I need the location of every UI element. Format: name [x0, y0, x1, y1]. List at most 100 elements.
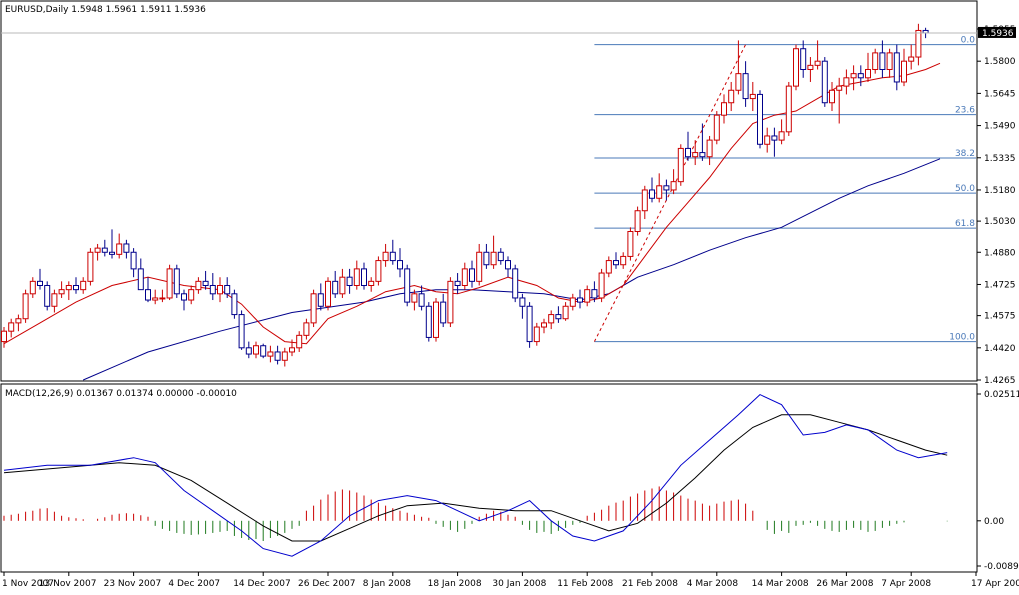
current-price-marker: 1.5936	[1, 26, 1016, 39]
candle-body	[109, 251, 115, 255]
candle-body	[541, 322, 547, 328]
candle-body	[310, 293, 317, 324]
candle-body	[548, 314, 555, 324]
fib-level-label: 61.8	[955, 219, 975, 229]
candle-body	[605, 260, 612, 274]
candle-body	[757, 93, 763, 145]
macd-panel-frame	[0, 383, 978, 573]
candle-body	[843, 77, 850, 87]
price-tick-label: 1.5490	[984, 122, 1016, 132]
macd-main-line	[3, 394, 948, 557]
candle-body	[447, 280, 454, 324]
candle-body	[785, 85, 792, 133]
candle-body	[433, 301, 439, 338]
candle-body	[490, 251, 497, 266]
candle-body	[901, 60, 907, 83]
candle-body	[202, 280, 209, 287]
candle-body	[353, 268, 360, 286]
candle-body	[879, 52, 886, 71]
candle-body	[22, 293, 29, 320]
macd-axis[interactable]: 0.02511 0.00 -0.00895	[977, 390, 1019, 572]
candle-body	[303, 322, 310, 336]
candle-body	[800, 48, 807, 70]
candle-body	[706, 139, 713, 158]
time-tick-label: 26 Dec 2007	[298, 579, 356, 589]
macd-signal-line	[3, 414, 948, 542]
candle-body	[469, 268, 475, 282]
candle-body	[245, 347, 252, 355]
time-tick-label: 13 Nov 2007	[39, 579, 97, 589]
candle-body	[742, 73, 749, 100]
candle-body	[677, 147, 684, 183]
candle-body	[382, 251, 389, 262]
candle-body	[555, 314, 562, 320]
candle-body	[497, 251, 504, 262]
time-tick-label: 23 Nov 2007	[104, 579, 162, 589]
candle-body	[231, 293, 238, 316]
candle-body	[368, 280, 375, 287]
time-tick-label: 18 Jan 2008	[428, 579, 482, 589]
candle-body	[101, 247, 108, 253]
candle-body	[188, 289, 195, 301]
candle-body	[807, 64, 814, 70]
price-axis[interactable]: 1.59551.58001.56451.54901.53351.51801.50…	[977, 25, 1016, 386]
candle-body	[361, 268, 367, 286]
candle-body	[627, 231, 634, 257]
time-tick-label: 4 Mar 2008	[687, 579, 739, 589]
candle-body	[332, 280, 339, 295]
candle-body	[713, 114, 720, 141]
price-tick-label: 1.4265	[984, 376, 1016, 386]
current-price-label: 1.5936	[982, 29, 1014, 39]
candle-body	[123, 243, 130, 253]
candle-body	[274, 351, 281, 361]
candle-body	[8, 322, 15, 332]
candle-body	[116, 243, 123, 255]
candle-body	[238, 314, 245, 349]
candle-body	[454, 280, 461, 287]
candle-body	[749, 93, 756, 100]
candle-body	[51, 293, 58, 307]
candle-body	[649, 189, 655, 199]
candle-body	[850, 73, 857, 79]
fibonacci-retracement[interactable]: 0.0 23.6 38.2 50.0 61.8 100.0	[593, 36, 976, 343]
time-tick-label: 8 Jan 2008	[363, 579, 411, 589]
macd-tick-label: 0.02511	[984, 390, 1019, 400]
candle-body	[692, 152, 699, 158]
time-tick-label: 7 Apr 2008	[881, 579, 931, 589]
time-tick-label: 1 Nov 2007	[2, 579, 54, 589]
candle-body	[1, 330, 7, 343]
candle-body	[476, 251, 483, 282]
candle-body	[289, 347, 295, 353]
fib-trend-line	[593, 44, 747, 342]
candle-body	[915, 29, 922, 58]
candle-body	[181, 293, 187, 301]
price-tick-label: 1.4420	[984, 344, 1016, 354]
candle-body	[598, 272, 605, 299]
candle-body	[325, 280, 331, 307]
fib-level-label: 50.0	[955, 184, 975, 194]
candle-body	[339, 276, 346, 295]
candle-body	[397, 260, 403, 270]
candle-body	[317, 293, 324, 307]
macd-panel-header: MACD(12,26,9) 0.01367 0.01374 0.00000 -0…	[5, 389, 237, 399]
fib-level-label: 38.2	[955, 149, 975, 159]
candle-body	[728, 89, 735, 104]
candle-body	[267, 351, 274, 357]
candle-body	[829, 89, 835, 104]
macd-indicator	[3, 394, 948, 557]
candle-body	[346, 276, 353, 287]
price-tick-label: 1.5180	[984, 186, 1016, 196]
fib-level-label: 100.0	[949, 333, 975, 343]
candle-body	[418, 293, 425, 307]
candle-body	[296, 334, 303, 349]
candle-body	[821, 60, 828, 104]
candle-body	[411, 293, 418, 303]
time-tick-label: 17 Apr 2008	[971, 579, 1019, 589]
candle-body	[620, 255, 627, 266]
candle-body	[641, 189, 648, 212]
candle-body	[73, 285, 79, 291]
price-tick-label: 1.5800	[984, 57, 1016, 67]
